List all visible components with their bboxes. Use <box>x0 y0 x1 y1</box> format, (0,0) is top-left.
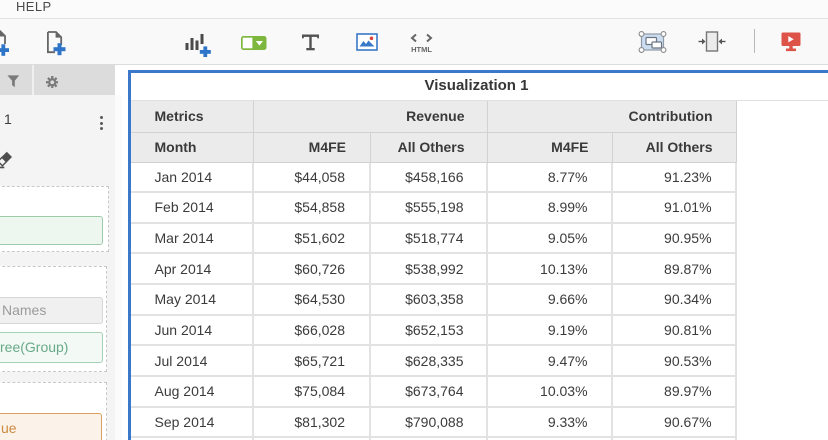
svg-text:HTML: HTML <box>411 45 432 53</box>
